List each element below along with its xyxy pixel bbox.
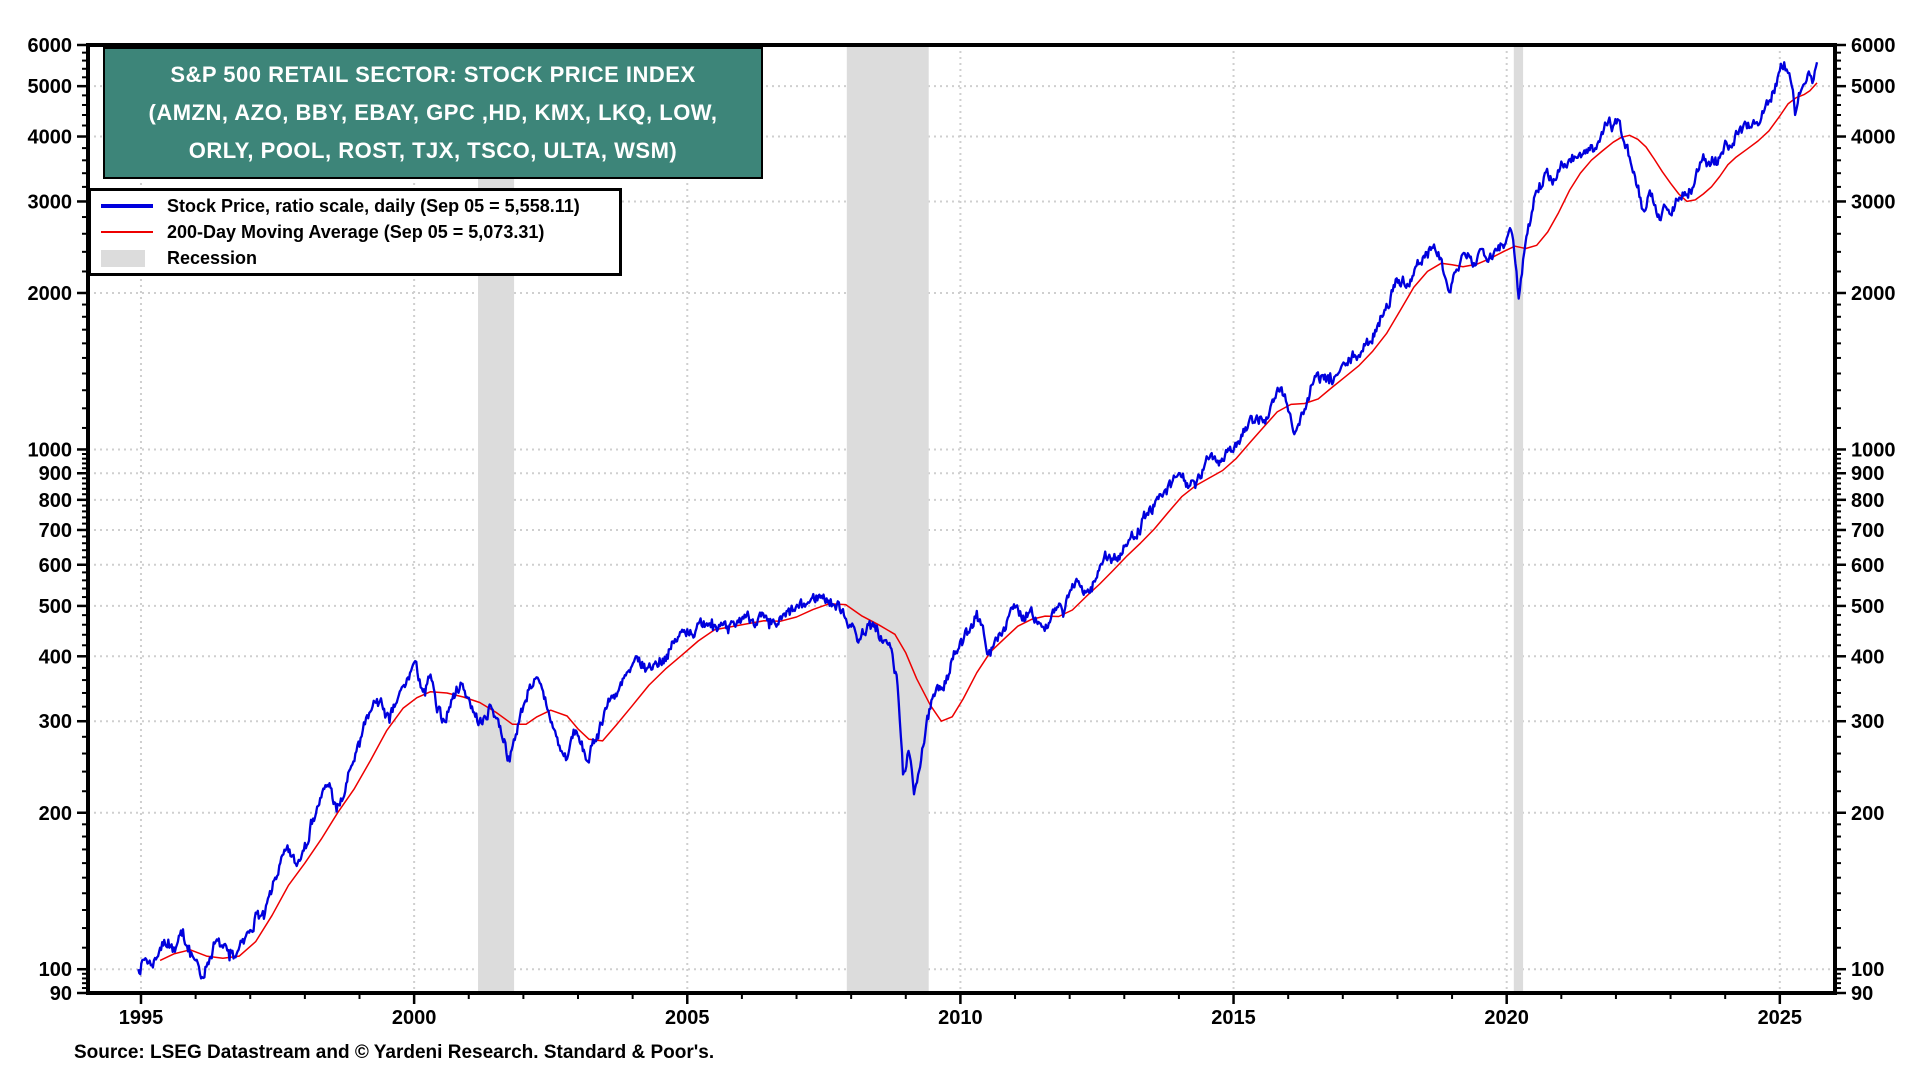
- recession-band-3: [1513, 45, 1524, 993]
- y-axis-label-right-2000: 2000: [1851, 283, 1896, 305]
- y-axis-label-left-90: 90: [50, 983, 72, 1005]
- y-axis-label-right-1000: 1000: [1851, 439, 1896, 461]
- y-axis-label-right-700: 700: [1851, 520, 1884, 542]
- y-axis-label-right-100: 100: [1851, 959, 1884, 981]
- moving-average-line-swatch: [101, 231, 153, 233]
- y-axis-label-left-100: 100: [39, 959, 72, 981]
- y-axis-label-right-6000: 6000: [1851, 35, 1896, 57]
- y-axis-label-left-5000: 5000: [28, 76, 73, 98]
- legend-label-stock-price: Stock Price, ratio scale, daily (Sep 05 …: [167, 195, 580, 216]
- x-axis-label-2000: 2000: [392, 1007, 437, 1029]
- chart-title-box: S&P 500 RETAIL SECTOR: STOCK PRICE INDEX…: [103, 47, 763, 179]
- legend-item-recession: Recession: [101, 245, 619, 271]
- y-axis-label-right-500: 500: [1851, 596, 1884, 618]
- legend-label-recession: Recession: [167, 247, 258, 268]
- y-axis-label-left-2000: 2000: [28, 283, 73, 305]
- y-axis-label-left-500: 500: [39, 596, 72, 618]
- y-axis-label-left-3000: 3000: [28, 191, 73, 213]
- recession-band-swatch: [101, 249, 145, 267]
- stock-price-line-swatch: [101, 204, 153, 208]
- chart-title-line3: ORLY, POOL, ROST, TJX, TSCO, ULTA, WSM): [188, 138, 678, 163]
- y-axis-label-right-900: 900: [1851, 463, 1884, 485]
- y-axis-label-left-600: 600: [39, 555, 72, 577]
- y-axis-label-left-6000: 6000: [28, 35, 73, 57]
- y-axis-label-right-300: 300: [1851, 711, 1884, 733]
- x-axis-label-1995: 1995: [119, 1007, 164, 1029]
- y-axis-label-right-200: 200: [1851, 803, 1884, 825]
- legend-item-moving-average: 200-Day Moving Average (Sep 05 = 5,073.3…: [101, 219, 619, 245]
- y-axis-label-left-200: 200: [39, 803, 72, 825]
- plot-frame: [86, 43, 1837, 995]
- source-note: Source: LSEG Datastream and © Yardeni Re…: [74, 1042, 715, 1063]
- y-axis-label-right-90: 90: [1851, 983, 1873, 1005]
- legend-label-moving-average: 200-Day Moving Average (Sep 05 = 5,073.3…: [167, 221, 545, 242]
- chart-title-line2: (AMZN, AZO, BBY, EBAY, GPC ,HD, KMX, LKQ…: [148, 100, 718, 125]
- y-axis-label-left-1000: 1000: [28, 439, 73, 461]
- chart-title-line1: S&P 500 RETAIL SECTOR: STOCK PRICE INDEX: [170, 62, 696, 87]
- y-axis-label-left-900: 900: [39, 463, 72, 485]
- y-axis-label-left-400: 400: [39, 646, 72, 668]
- y-axis-label-left-800: 800: [39, 490, 72, 512]
- y-axis-label-right-800: 800: [1851, 490, 1884, 512]
- x-axis-label-2015: 2015: [1211, 1007, 1256, 1029]
- y-axis-label-right-400: 400: [1851, 646, 1884, 668]
- legend-item-stock-price: Stock Price, ratio scale, daily (Sep 05 …: [101, 193, 619, 219]
- y-axis-label-left-300: 300: [39, 711, 72, 733]
- y-axis-label-right-3000: 3000: [1851, 191, 1896, 213]
- stock-price-line: [137, 61, 1819, 980]
- x-axis-label-2005: 2005: [665, 1007, 710, 1029]
- y-axis-label-right-5000: 5000: [1851, 76, 1896, 98]
- legend: Stock Price, ratio scale, daily (Sep 05 …: [88, 188, 622, 276]
- recession-band-2: [846, 45, 929, 993]
- y-axis-label-left-700: 700: [39, 520, 72, 542]
- x-axis-label-2020: 2020: [1484, 1007, 1529, 1029]
- moving-average-line: [159, 82, 1818, 962]
- y-axis-label-right-4000: 4000: [1851, 127, 1896, 149]
- x-axis-label-2025: 2025: [1758, 1007, 1803, 1029]
- x-axis-label-2010: 2010: [938, 1007, 983, 1029]
- y-axis-label-left-4000: 4000: [28, 127, 73, 149]
- y-axis-label-right-600: 600: [1851, 555, 1884, 577]
